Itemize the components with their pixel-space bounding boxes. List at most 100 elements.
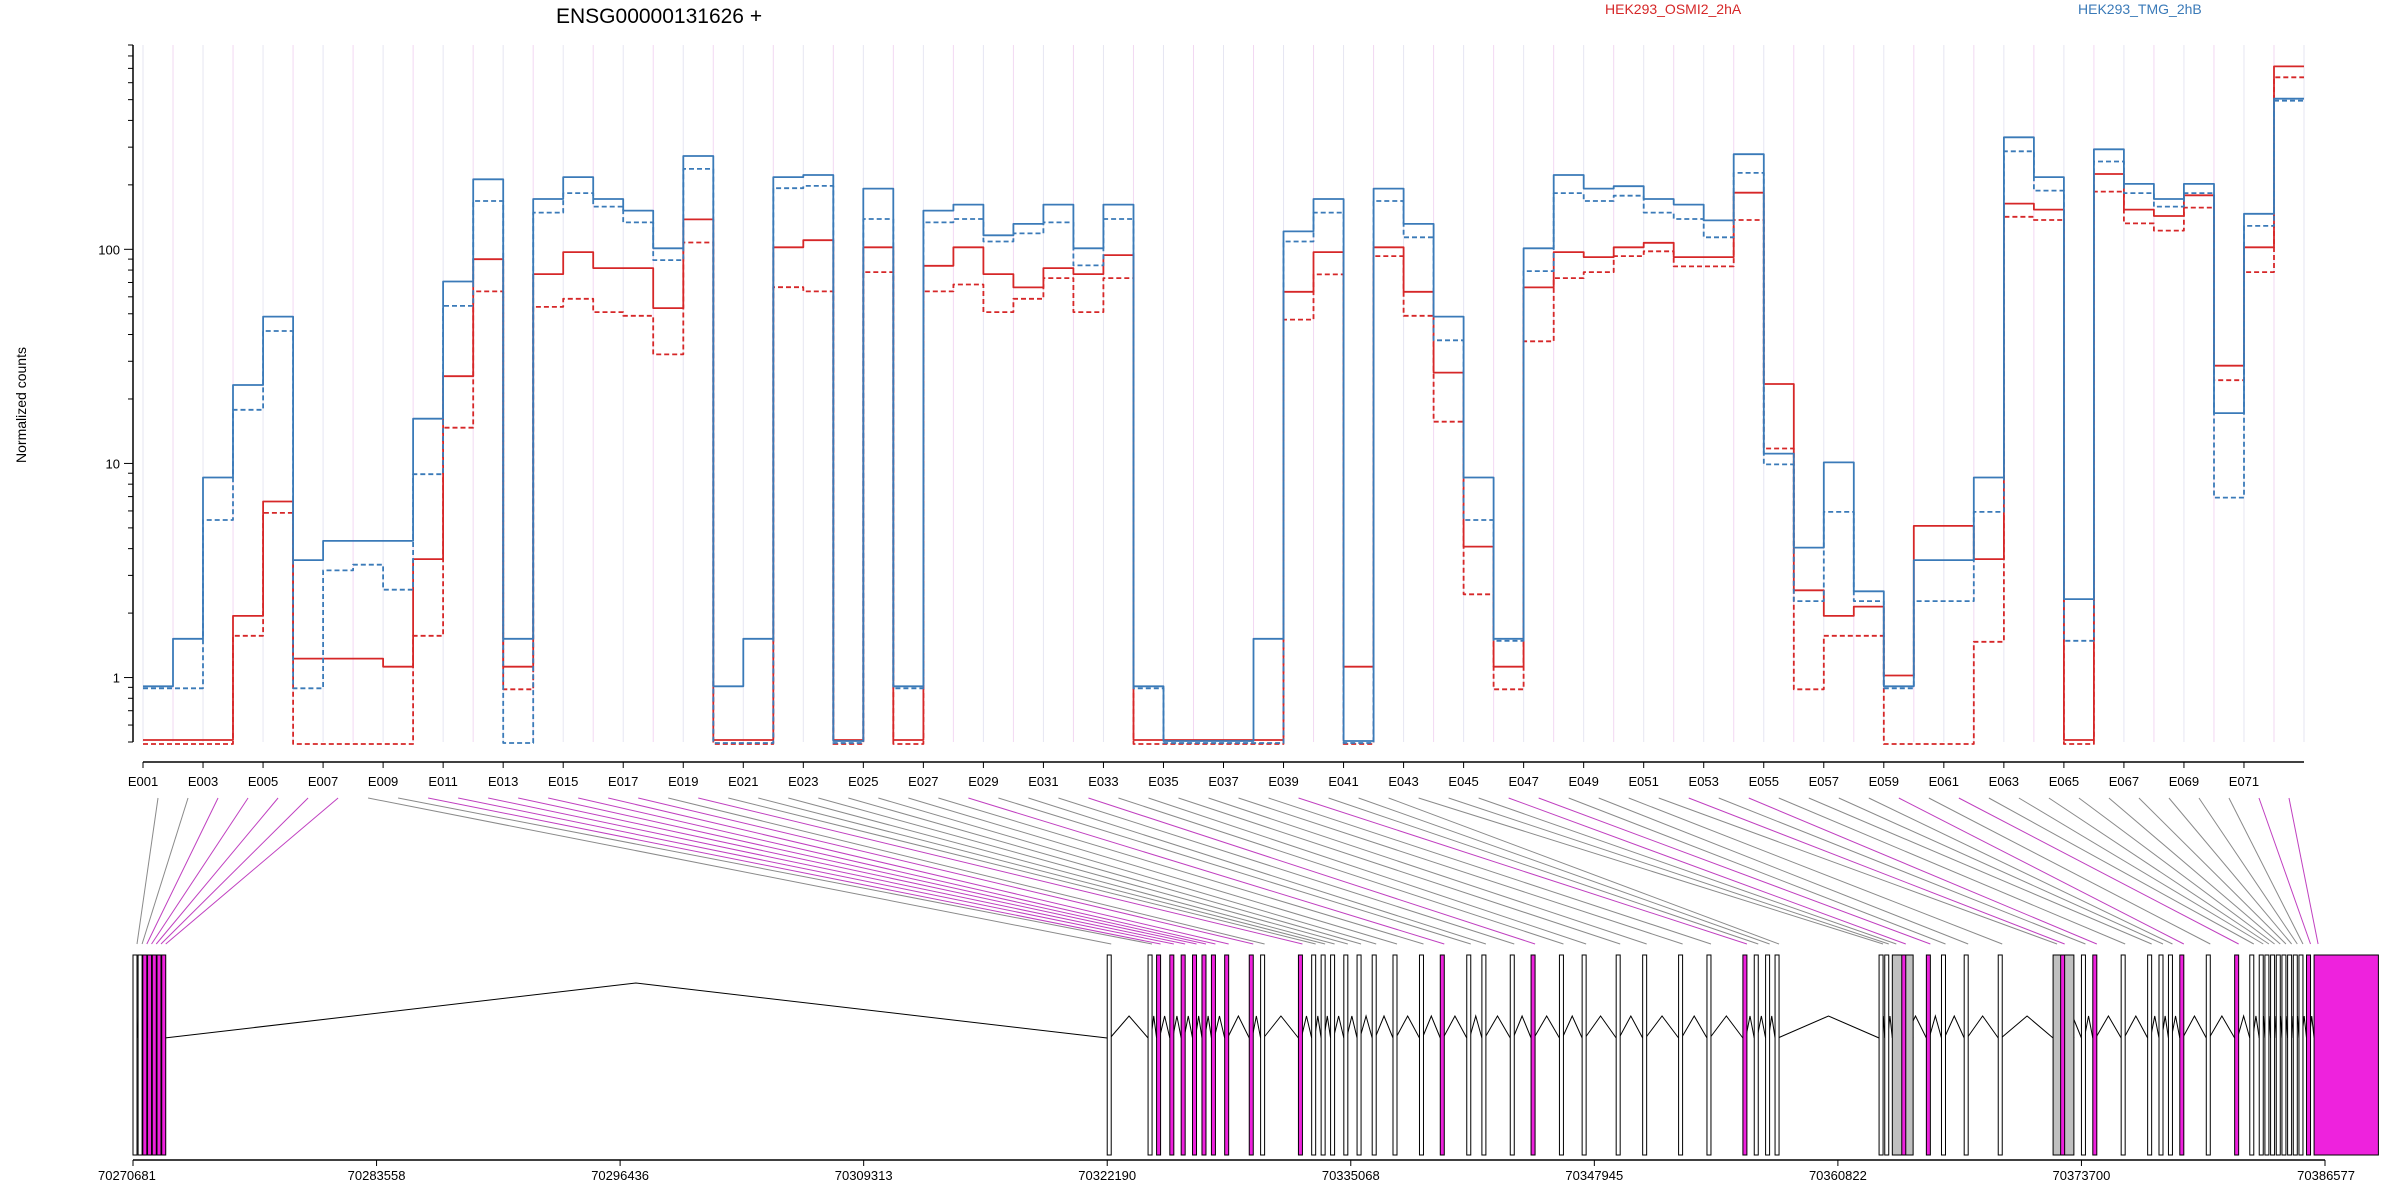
series-line-4	[143, 99, 2304, 744]
intron-line	[1374, 1014, 1394, 1039]
exon-box	[1765, 954, 1771, 1156]
exon-box	[1392, 954, 1398, 1156]
exon-box	[1530, 954, 1536, 1156]
x-tick-label: E015	[548, 774, 578, 789]
intron-line	[1263, 1015, 1299, 1039]
exon-box	[1901, 954, 1907, 1156]
y-tick-label: 1	[113, 671, 120, 686]
exon-box	[2313, 954, 2379, 1156]
connector-line	[938, 797, 1424, 945]
chart-title: ENSG00000131626 +	[556, 5, 762, 28]
connector-line	[998, 797, 1471, 945]
intron-line	[1332, 1015, 1345, 1039]
intron-line	[1442, 1014, 1468, 1039]
connector-line	[1838, 797, 2164, 945]
connector-line	[2198, 797, 2298, 945]
connector-line	[1298, 797, 1748, 945]
exon-box	[151, 954, 157, 1156]
x-tick-label: E031	[1028, 774, 1058, 789]
exon-box	[1260, 954, 1266, 1156]
exon-box	[2060, 954, 2066, 1156]
connector-line	[1808, 797, 2152, 945]
exon-box	[1418, 954, 1424, 1156]
x-tick-label: E007	[308, 774, 338, 789]
intron-line	[2208, 1015, 2236, 1039]
exon-box	[1106, 954, 1112, 1156]
connector-line	[151, 797, 249, 945]
connector-line	[758, 797, 1326, 945]
intron-line	[1346, 1015, 1358, 1039]
intron-line	[1777, 1015, 1880, 1039]
intron-line	[1227, 1014, 1250, 1039]
connector-line	[146, 797, 219, 945]
exon-box	[2270, 954, 2276, 1156]
x-tick-label: E033	[1088, 774, 1118, 789]
genomic-tick-label: 70347945	[1565, 1168, 1623, 1183]
exon-box	[2179, 954, 2185, 1156]
intron-line	[1584, 1015, 1617, 1039]
exon-box	[2258, 954, 2264, 1156]
connector-line	[1418, 797, 1884, 945]
connector-line	[458, 797, 1174, 945]
genomic-tick-label: 70322190	[1078, 1168, 1136, 1183]
connector-line	[1958, 797, 2239, 945]
exon-box	[2147, 954, 2153, 1156]
connector-line	[1118, 797, 1564, 945]
connector-line	[2168, 797, 2292, 945]
intron-line	[2237, 1014, 2251, 1039]
exon-box	[1297, 954, 1303, 1156]
x-tick-label: E027	[908, 774, 938, 789]
x-axis-tick-labels: E001 E003 E005 E007 E009 E011 E013 E015 E017 E019…	[128, 762, 2259, 789]
connector-line	[1028, 797, 1487, 945]
genomic-tick-label: 70373700	[2053, 1168, 2111, 1183]
connector-line	[1178, 797, 1621, 945]
exon-box	[1742, 954, 1748, 1156]
exon-box	[2205, 954, 2211, 1156]
connector-line	[578, 797, 1216, 945]
exon-box	[1343, 954, 1349, 1156]
series-line-2	[143, 76, 2304, 745]
connector-line	[1508, 797, 1906, 945]
connector-line	[1448, 797, 1889, 945]
connector-line	[1718, 797, 2086, 945]
x-tick-label: E009	[368, 774, 398, 789]
exon-box	[1147, 954, 1153, 1156]
exon-box	[1192, 954, 1198, 1156]
connector-line	[638, 797, 1254, 945]
x-tick-label: E041	[1328, 774, 1358, 789]
exon-box	[1156, 954, 1162, 1156]
intron-line	[1421, 1014, 1441, 1039]
x-tick-label: E049	[1568, 774, 1598, 789]
connector-line	[141, 797, 189, 945]
genomic-coordinate-axis: 70270681 70283558 70296436 70309313 70322190…	[98, 1159, 2355, 1183]
x-tick-label: E035	[1148, 774, 1178, 789]
connector-line	[848, 797, 1362, 945]
x-tick-label: E065	[2049, 774, 2079, 789]
exon-box	[2298, 954, 2304, 1156]
connector-line	[668, 797, 1265, 945]
x-tick-label: E061	[1929, 774, 1959, 789]
exon-box	[1878, 954, 1884, 1156]
series-lines	[143, 65, 2304, 745]
x-tick-label: E005	[248, 774, 278, 789]
connector-line	[1328, 797, 1759, 945]
x-tick-label: E063	[1989, 774, 2019, 789]
connector-line	[2078, 797, 2275, 945]
intron-line	[1359, 1014, 1373, 1039]
x-tick-label: E019	[668, 774, 698, 789]
exon-box	[2234, 954, 2240, 1156]
exon-box	[2249, 954, 2255, 1156]
genomic-tick-label: 70296436	[591, 1168, 649, 1183]
connector-line	[2018, 797, 2264, 945]
genomic-tick-label: 70270681	[98, 1168, 156, 1183]
exon-box	[161, 954, 167, 1156]
x-tick-label: E045	[1448, 774, 1478, 789]
exon-box	[1678, 954, 1684, 1156]
connector-line	[518, 797, 1197, 945]
intron-line	[1395, 1014, 1420, 1039]
connector-line	[398, 797, 1153, 945]
genomic-tick-label: 70283558	[348, 1168, 406, 1183]
exon-box	[2292, 954, 2298, 1156]
x-tick-label: E017	[608, 774, 638, 789]
exon-box	[1180, 954, 1186, 1156]
